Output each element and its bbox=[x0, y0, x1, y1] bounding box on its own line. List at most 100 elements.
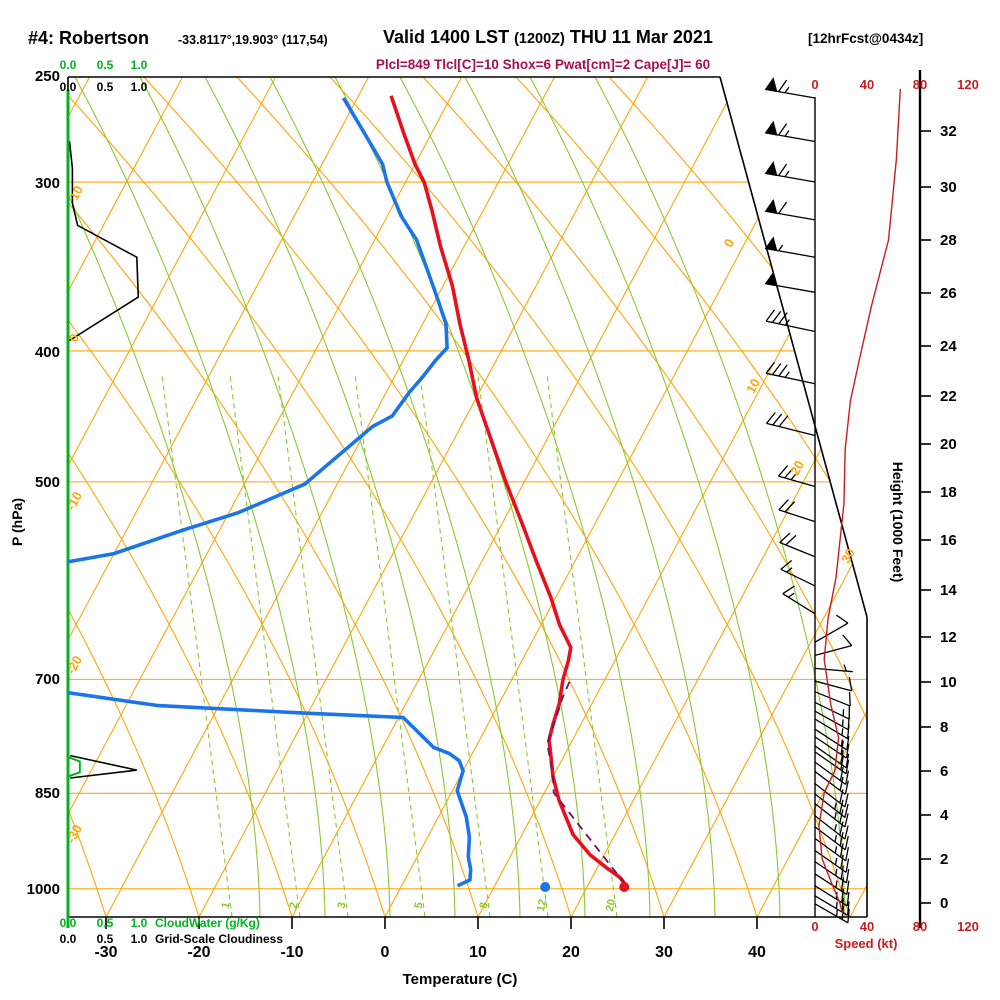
wind-barb-half-feather bbox=[835, 868, 838, 876]
wind-barb-feather bbox=[840, 854, 844, 869]
wind-barb-feather bbox=[778, 312, 788, 325]
wind-barb-feather bbox=[778, 163, 788, 176]
height-axis-title: Height (1000 Feet) bbox=[890, 462, 906, 583]
height-tick-label: 12 bbox=[940, 629, 957, 646]
wind-barb-feather bbox=[845, 847, 850, 861]
temperature-tick-label: 40 bbox=[748, 944, 766, 961]
height-tick-label: 8 bbox=[940, 719, 948, 736]
wind-barb-feather bbox=[780, 559, 793, 570]
wind-barb-feather bbox=[765, 309, 776, 322]
dry-adiabat-line bbox=[422, 77, 867, 917]
isotherm-label-right: 30 bbox=[838, 546, 858, 566]
valid-zulu: (1200Z) bbox=[514, 31, 565, 47]
pressure-tick-label: 500 bbox=[35, 474, 60, 491]
wind-barb-feather bbox=[836, 614, 849, 624]
cloudwater-scale-top: 1.0 bbox=[131, 58, 148, 72]
dry-adiabat-line bbox=[68, 77, 479, 917]
wind-barb-staff bbox=[814, 745, 847, 769]
wind-barb-staff bbox=[814, 718, 848, 740]
wind-barb-feather bbox=[846, 901, 850, 916]
wind-barb-half-feather bbox=[787, 592, 795, 598]
moist-adiabat-line bbox=[269, 77, 521, 917]
wind-barb-feather bbox=[839, 766, 844, 781]
cloudiness-scale-bottom: 0.5 bbox=[97, 932, 114, 946]
temperature-tick-label: 30 bbox=[655, 944, 673, 961]
height-tick-label: 20 bbox=[940, 436, 957, 453]
dry-adiabat-line bbox=[608, 77, 867, 917]
wind-barb-staff bbox=[778, 509, 816, 523]
moist-adiabat-line bbox=[464, 77, 716, 917]
dry-adiabat-line bbox=[68, 77, 200, 917]
frame-diagonal bbox=[719, 76, 868, 618]
wind-barb-feather bbox=[846, 891, 850, 907]
speed-scale-top: 0 bbox=[811, 77, 818, 92]
valid-time-title: Valid 1400 LST (1200Z) THU 11 Mar 2021 bbox=[383, 27, 713, 48]
wind-barb-feather bbox=[845, 770, 850, 785]
wind-barb-feather bbox=[778, 415, 789, 427]
isotherm-line bbox=[384, 77, 835, 917]
wind-barb-feather bbox=[846, 735, 850, 750]
wind-barb-staff bbox=[780, 568, 816, 587]
speed-scale-bottom: 40 bbox=[860, 919, 874, 934]
temperature-curve bbox=[389, 95, 627, 886]
height-tick-label: 2 bbox=[940, 851, 948, 868]
mixing-ratio-line bbox=[229, 374, 301, 917]
temperature-tick-label: 0 bbox=[381, 944, 390, 961]
wind-barb-feather bbox=[765, 361, 776, 374]
speed-scale-bottom: 80 bbox=[913, 919, 927, 934]
mixing-ratio-label: 12 bbox=[535, 898, 549, 912]
wind-barb-feather bbox=[782, 585, 795, 595]
temperature-tick-label: -30 bbox=[94, 944, 117, 961]
wind-barb-feather bbox=[778, 123, 788, 136]
wind-barb-half-feather bbox=[784, 86, 790, 94]
mixing-ratio-line bbox=[161, 374, 233, 917]
wind-barb-feather bbox=[772, 413, 783, 426]
wind-barb-half-feather bbox=[834, 802, 837, 810]
wind-barb-feather bbox=[778, 79, 788, 92]
wind-barb-staff bbox=[766, 422, 816, 437]
surface-dewpoint-dot bbox=[540, 881, 551, 892]
wind-barb-feather bbox=[839, 832, 844, 847]
wind-barb-pennant bbox=[764, 161, 778, 177]
station-coordinates: -33.8117°,19.903° (117,54) bbox=[178, 33, 328, 47]
wind-barb-staff bbox=[814, 751, 847, 775]
wind-barb-feather bbox=[846, 724, 850, 739]
isotherm-label-left: -30 bbox=[63, 822, 85, 846]
wind-barb-feather bbox=[839, 776, 844, 791]
height-tick-label: 30 bbox=[940, 179, 957, 196]
wind-barb-feather bbox=[845, 753, 850, 768]
wind-barb-pennant bbox=[764, 120, 778, 136]
wind-barb-staff bbox=[814, 736, 847, 759]
moist-adiabat-line bbox=[204, 77, 456, 917]
wind-barb-feather bbox=[845, 759, 850, 774]
dry-adiabat-line bbox=[143, 77, 665, 917]
mixing-ratio-line bbox=[354, 374, 426, 917]
height-tick-label: 32 bbox=[940, 123, 957, 140]
mixing-ratio-line bbox=[546, 374, 618, 917]
wind-barb-feather bbox=[845, 858, 850, 873]
isotherm-line bbox=[756, 77, 867, 917]
height-tick-label: 6 bbox=[940, 763, 948, 780]
isotherm-label-right: 20 bbox=[787, 458, 807, 478]
wind-barb-feather bbox=[840, 756, 844, 771]
wind-barb-feather bbox=[844, 813, 849, 828]
dry-adiabat-line bbox=[68, 77, 386, 917]
mixing-ratio-label: 2 bbox=[288, 901, 301, 909]
wind-barb-staff bbox=[814, 793, 846, 818]
wind-barb-staff bbox=[814, 680, 852, 692]
mixing-ratio-label: 5 bbox=[413, 901, 426, 909]
mixing-ratio-line bbox=[419, 374, 491, 917]
cloudiness-scale-bottom: 1.0 bbox=[131, 932, 148, 946]
wind-barb-staff bbox=[814, 771, 846, 795]
stability-indices: Plcl=849 Tlcl[C]=10 Shox=6 Pwat[cm]=2 Ca… bbox=[375, 57, 711, 72]
wind-barb-staff bbox=[765, 372, 816, 385]
wind-barb-feather bbox=[848, 676, 853, 692]
height-tick-label: 14 bbox=[940, 582, 957, 599]
wind-barb-feather bbox=[840, 877, 845, 892]
wind-barb-staff bbox=[814, 861, 847, 884]
wind-barb-feather bbox=[846, 880, 850, 895]
wind-barb-feather bbox=[844, 780, 849, 795]
height-tick-label: 0 bbox=[940, 895, 948, 912]
wind-barb-pennant bbox=[764, 77, 778, 93]
